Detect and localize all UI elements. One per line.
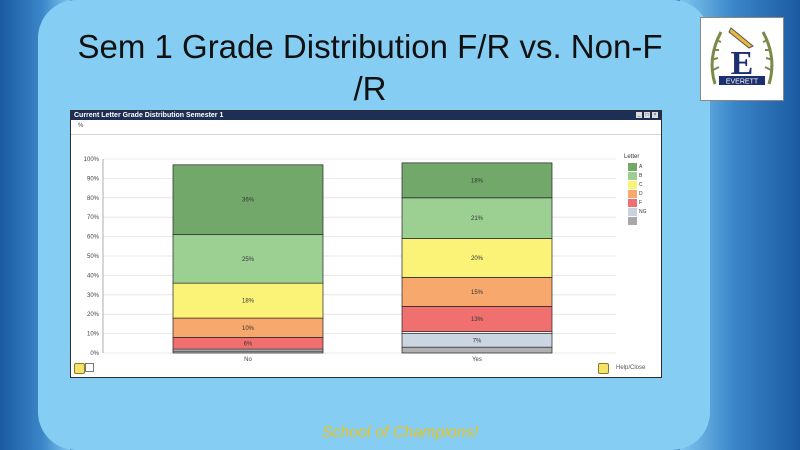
y-tick-label: 30% [87, 293, 100, 299]
minimize-icon[interactable]: _ [636, 112, 642, 118]
legend-label: C [639, 182, 643, 188]
filter-label[interactable]: % [78, 123, 84, 129]
x-tick-label: No [244, 357, 252, 363]
close-icon[interactable]: × [652, 112, 658, 118]
y-tick-label: 40% [87, 273, 100, 279]
legend-swatch [628, 181, 637, 189]
data-label: 20% [471, 256, 484, 262]
y-tick-label: 0% [90, 351, 99, 357]
y-tick-label: 20% [87, 312, 100, 318]
window-title: Current Letter Grade Distribution Semest… [74, 112, 224, 119]
x-tick-label: Yes [472, 357, 482, 363]
svg-text:EVERETT: EVERETT [726, 79, 759, 86]
footer-slogan: School of Champions! [321, 424, 479, 441]
legend-label: NG [639, 209, 647, 215]
bar-segment [401, 306, 553, 333]
y-tick-label: 90% [87, 176, 100, 182]
bar-segment [172, 282, 324, 319]
data-label: 21% [471, 216, 484, 222]
legend-swatch [628, 163, 637, 171]
school-logo: E EVERETT [700, 17, 784, 101]
legend-swatch [628, 217, 637, 225]
filter-divider [71, 134, 661, 135]
y-tick-label: 10% [87, 332, 100, 338]
bar-segment [172, 234, 324, 284]
stacked-bar-chart: 0% 10% 20% 30% 40% 50% 60% 70% 80% 90% 100% 6% 10% 18… [84, 157, 616, 363]
slide-title-line-2: /R [353, 70, 387, 107]
y-tick-label: 50% [87, 254, 100, 260]
data-label: 7% [473, 338, 482, 344]
legend-title: Letter [624, 154, 640, 160]
data-label: 6% [244, 341, 253, 347]
bar-segment [401, 346, 553, 354]
svg-text:E: E [731, 45, 754, 82]
bar-segment [172, 164, 324, 236]
legend-swatch [628, 190, 637, 198]
legend-label: D [639, 191, 643, 197]
bar-segment [401, 238, 553, 278]
maximize-icon[interactable]: □ [644, 112, 650, 118]
logo-emblem: E EVERETT [710, 27, 774, 86]
bar-segment [401, 162, 553, 199]
help-close-label[interactable]: Help/Close [616, 365, 646, 371]
data-label: 13% [471, 317, 484, 323]
data-label: 18% [471, 178, 484, 184]
legend-label: A [639, 164, 643, 170]
legend-swatch [628, 199, 637, 207]
window-title-bar: Current Letter Grade Distribution Semest… [71, 111, 661, 120]
help-icon[interactable] [598, 363, 609, 374]
data-label: 36% [242, 198, 255, 204]
y-tick-label: 80% [87, 196, 100, 202]
legend-swatch [628, 172, 637, 180]
data-label: 25% [242, 257, 255, 263]
slide-title: Sem 1 Grade Distribution F/R vs. Non-F /… [60, 26, 680, 110]
export-icon[interactable] [85, 363, 94, 372]
y-tick-label: 60% [87, 235, 100, 241]
data-label: 18% [242, 299, 255, 305]
y-tick-label: 70% [87, 215, 100, 221]
settings-icon[interactable] [74, 363, 85, 374]
chart-window: Current Letter Grade Distribution Semest… [70, 110, 662, 378]
data-label: 10% [242, 326, 255, 332]
data-label: 15% [471, 290, 484, 296]
legend-label: B [639, 173, 643, 179]
y-tick-label: 100% [84, 157, 100, 163]
bar-segment [401, 197, 553, 239]
slide-title-line-1: Sem 1 Grade Distribution F/R vs. Non-F [77, 28, 663, 65]
legend-label: F [639, 200, 643, 206]
legend-swatch [628, 208, 637, 216]
